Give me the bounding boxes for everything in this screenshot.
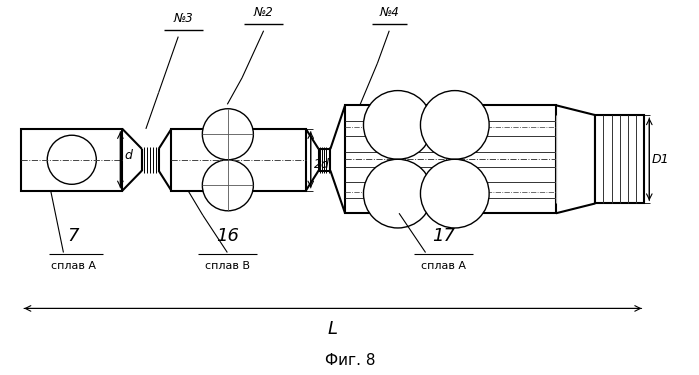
Text: D1: D1: [651, 153, 669, 166]
Circle shape: [363, 159, 432, 228]
Text: №3: №3: [173, 12, 193, 25]
Text: 7: 7: [68, 226, 79, 244]
Text: 17: 17: [432, 226, 455, 244]
Circle shape: [421, 159, 489, 228]
Circle shape: [363, 91, 432, 159]
Text: №2: №2: [254, 6, 273, 19]
Text: 2d: 2d: [314, 158, 329, 171]
Bar: [171, 129, 306, 190]
Bar: [21, 129, 122, 190]
Text: сплав В: сплав В: [205, 261, 250, 272]
Circle shape: [202, 160, 253, 211]
Circle shape: [202, 109, 253, 160]
Text: сплав А: сплав А: [421, 261, 466, 272]
Text: Фиг. 8: Фиг. 8: [325, 353, 375, 368]
Text: сплав А: сплав А: [51, 261, 96, 272]
Text: d: d: [124, 149, 132, 162]
Circle shape: [48, 135, 96, 184]
Bar: [596, 115, 644, 203]
Text: 16: 16: [216, 226, 239, 244]
Bar: [345, 105, 556, 213]
Text: №4: №4: [380, 6, 399, 19]
Text: L: L: [328, 320, 338, 338]
Circle shape: [421, 91, 489, 159]
